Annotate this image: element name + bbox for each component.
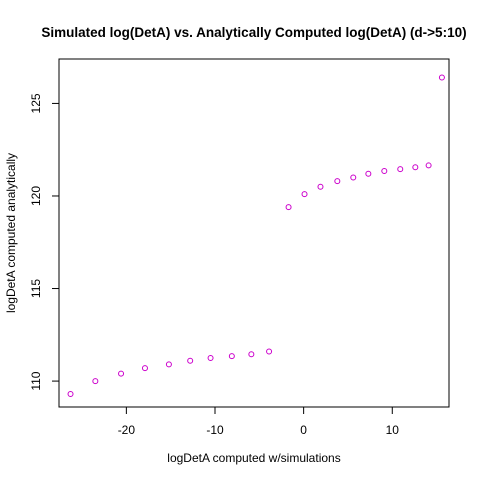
data-point: [141, 365, 148, 372]
x-tick-label: 0: [300, 423, 307, 437]
chart-title: Simulated log(DetA) vs. Analytically Com…: [41, 25, 466, 40]
data-point: [285, 204, 292, 211]
data-point: [301, 191, 308, 198]
data-point: [248, 351, 255, 358]
data-point: [425, 162, 432, 169]
data-point: [412, 164, 419, 171]
data-points: [67, 74, 445, 398]
data-point: [118, 370, 125, 377]
x-tick-label: -20: [118, 423, 136, 437]
data-point: [165, 361, 172, 368]
data-point: [266, 348, 273, 355]
x-axis: -20 -10 0 10: [118, 407, 400, 437]
plot-area-frame: [58, 58, 450, 408]
y-tick-label: 120: [29, 186, 43, 206]
data-point: [187, 357, 194, 364]
x-axis-label: logDetA computed w/simulations: [167, 451, 340, 465]
x-tick-label: 10: [386, 423, 400, 437]
data-point: [350, 174, 357, 181]
y-axis: 110 115 120 125: [29, 93, 59, 391]
data-point: [365, 170, 372, 177]
y-tick-label: 115: [29, 279, 43, 298]
data-point: [228, 353, 235, 360]
x-tick-label: -10: [206, 423, 224, 437]
data-point: [207, 354, 214, 361]
data-point: [397, 166, 404, 173]
data-point: [334, 178, 341, 185]
y-tick-label: 110: [29, 371, 43, 390]
data-point: [317, 183, 324, 190]
data-point: [381, 167, 388, 174]
data-point: [438, 74, 445, 81]
y-axis-label: logDetA computed analytically: [4, 153, 18, 313]
data-point: [92, 378, 99, 385]
data-point: [67, 391, 74, 398]
y-tick-label: 125: [29, 93, 43, 113]
